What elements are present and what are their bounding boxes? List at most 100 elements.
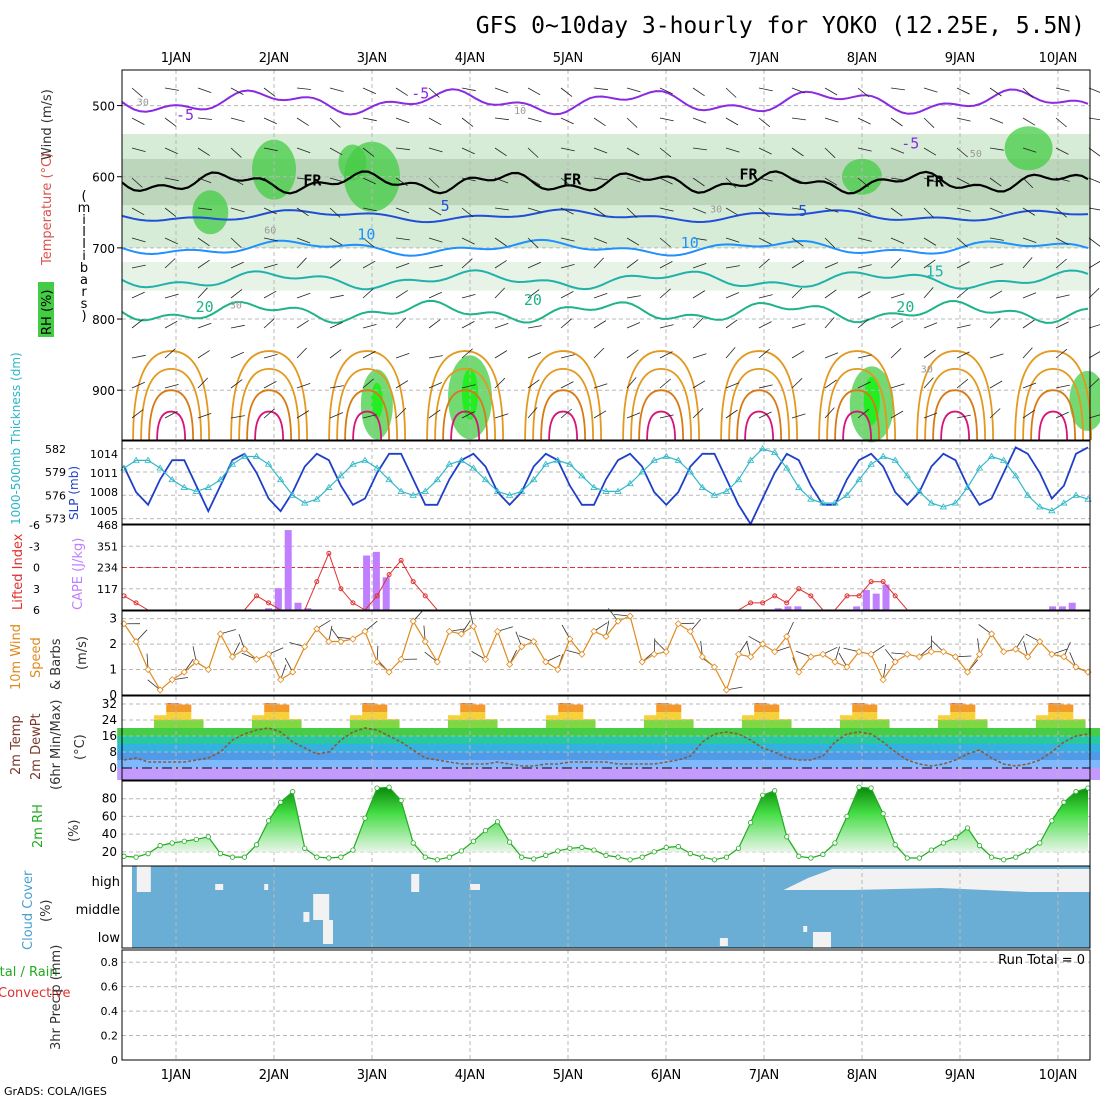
temp-band [729, 760, 743, 768]
rh-point [579, 844, 585, 851]
day-label: 5JAN [553, 51, 584, 66]
temp-band [362, 744, 376, 752]
temp-band [300, 736, 314, 744]
temp-band [570, 736, 584, 744]
temp-band [1035, 768, 1049, 780]
temp-band [227, 768, 241, 780]
wind-barb [725, 177, 737, 188]
wind-barb [263, 237, 278, 242]
temp-band [558, 704, 572, 712]
wind-barb [296, 410, 310, 419]
wind-barb [263, 207, 277, 215]
temp-band [766, 760, 780, 768]
wind-barb [690, 619, 702, 632]
wind-barb [362, 378, 374, 389]
wind-barb [923, 412, 938, 419]
temp-band [313, 728, 327, 736]
temp-band [986, 760, 1000, 768]
temp-band [190, 744, 204, 752]
temp-band [545, 768, 559, 780]
temp-band [876, 760, 890, 768]
wind-barb [659, 87, 673, 95]
temp-band [313, 760, 327, 768]
temp-band [374, 760, 388, 768]
cape-ylabels: Lifted Index CAPE (J/kg) [11, 533, 86, 610]
temp-band [692, 744, 706, 752]
temp-band [117, 752, 131, 760]
rh-point [820, 851, 826, 858]
lifted-point [410, 579, 416, 585]
wind-point [795, 668, 803, 676]
contour-bl-arch [336, 367, 398, 441]
wind-barb [870, 644, 885, 655]
wind-barb [230, 351, 244, 359]
temp-band [778, 744, 792, 752]
temp-band [472, 768, 486, 780]
wind-point [734, 650, 743, 658]
temp-band [251, 736, 265, 744]
temp-band [178, 744, 192, 752]
contour-bl-arch [1038, 410, 1068, 441]
temp-band [1097, 728, 1100, 736]
wind-barb [461, 321, 475, 329]
wind-barb [1022, 87, 1034, 98]
temp-band [374, 768, 388, 780]
thickness-point [409, 491, 417, 498]
wind-barb [692, 353, 707, 359]
temp-band [986, 736, 1000, 744]
rh-point [265, 818, 272, 824]
rh-point [928, 847, 934, 853]
temp-band [178, 760, 192, 768]
wind-barb [989, 353, 1004, 359]
cloud-block [470, 884, 480, 890]
contour-label: FR [926, 173, 945, 191]
temp-band [1011, 728, 1025, 736]
contour-bl-arch [630, 367, 692, 441]
temp-band [925, 744, 939, 752]
temp-band [386, 736, 400, 744]
temp-band [778, 728, 792, 736]
wind-barb [758, 177, 773, 182]
wind-barb [659, 288, 671, 299]
wind-barb [296, 177, 311, 181]
temp-band [962, 744, 976, 752]
wind-barb [230, 261, 244, 269]
contour-bl-arch [426, 350, 504, 441]
contour-bl-arch [540, 389, 586, 441]
rh-point [398, 797, 404, 804]
wind-point [783, 632, 791, 641]
wind-barb [461, 117, 474, 127]
precip-ytick: 0.8 [101, 956, 119, 969]
thickness-point [301, 499, 309, 506]
temp-band [815, 752, 829, 760]
temp-band [288, 720, 302, 728]
wind-point [927, 648, 935, 656]
contour-label: 60 [264, 226, 276, 237]
thickness-point [915, 487, 924, 494]
temp-band [790, 752, 804, 760]
temp-band [803, 728, 817, 736]
day-label: 6JAN [651, 1068, 682, 1083]
temp-band [521, 752, 535, 760]
contour-label: FR [303, 171, 322, 189]
cape-ytick-right: 351 [97, 540, 118, 553]
temp-band [607, 744, 621, 752]
contour-bl-arch [1022, 367, 1084, 441]
wind-barb [461, 237, 475, 245]
temp-band [594, 752, 608, 760]
temp-band [288, 718, 302, 720]
temp-band [950, 736, 964, 744]
temp-band [153, 736, 167, 744]
temp-band [582, 720, 596, 728]
temp-band [864, 768, 878, 780]
temp-band [349, 744, 363, 752]
rh-point [1025, 848, 1031, 854]
temp-band [1097, 744, 1100, 752]
wind-barb [527, 289, 540, 299]
cape-ytick-left: -6 [29, 519, 40, 532]
temp-band [582, 718, 596, 720]
temp-band [533, 744, 547, 752]
temp-band [166, 728, 180, 736]
temp-band [435, 744, 449, 752]
temp-band [619, 752, 633, 760]
